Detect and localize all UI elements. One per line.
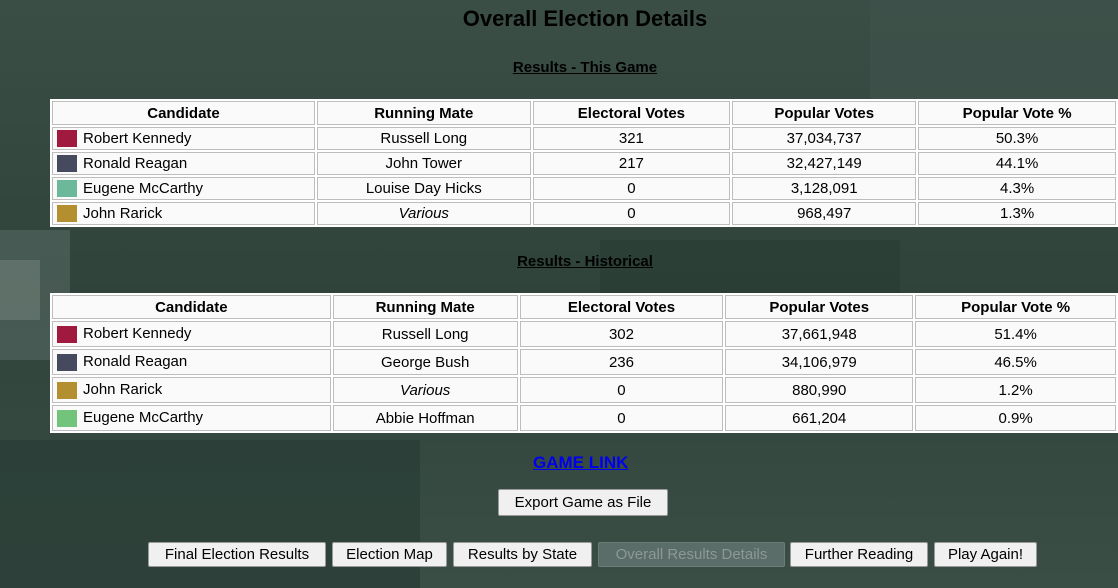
electoral-votes: 217 [532, 152, 731, 175]
running-mate: Abbie Hoffman [332, 405, 518, 431]
table-row: Ronald Reagan George Bush 236 34,106,979… [52, 349, 1116, 375]
running-mate: Various [332, 377, 518, 403]
popular-votes: 37,034,737 [732, 127, 917, 150]
election-map-button[interactable]: Election Map [332, 542, 447, 567]
popular-vote-pct: 50.3% [918, 127, 1116, 150]
candidate-name: John Rarick [83, 204, 163, 222]
popular-votes: 37,661,948 [725, 321, 914, 347]
table-row: Ronald Reagan John Tower 217 32,427,149 … [52, 152, 1116, 175]
table-row: Robert Kennedy Russell Long 302 37,661,9… [52, 321, 1116, 347]
table-row: Eugene McCarthy Abbie Hoffman 0 661,204 … [52, 405, 1116, 431]
col-popular-votes: Popular Votes [725, 295, 914, 319]
section-heading-this-game: Results - This Game [512, 59, 658, 76]
table-row: John Rarick Various 0 968,497 1.3% [52, 202, 1116, 225]
popular-vote-pct: 4.3% [918, 177, 1116, 200]
table-row: Eugene McCarthy Louise Day Hicks 0 3,128… [52, 177, 1116, 200]
candidate-color-swatch [57, 409, 77, 427]
running-mate: George Bush [332, 349, 518, 375]
popular-votes: 34,106,979 [725, 349, 914, 375]
electoral-votes: 302 [519, 321, 724, 347]
col-electoral-votes: Electoral Votes [519, 295, 724, 319]
candidate-color-swatch [57, 353, 77, 371]
electoral-votes: 0 [519, 377, 724, 403]
candidate-color-swatch [57, 205, 77, 223]
col-candidate: Candidate [52, 295, 331, 319]
candidate-name: John Rarick [83, 381, 163, 399]
final-election-results-button[interactable]: Final Election Results [148, 542, 326, 567]
page-title: Overall Election Details [462, 6, 708, 31]
table-row: John Rarick Various 0 880,990 1.2% [52, 377, 1116, 403]
electoral-votes: 0 [532, 202, 731, 225]
candidate-color-swatch [57, 155, 77, 173]
electoral-votes: 321 [532, 127, 731, 150]
running-mate: Various [317, 202, 531, 225]
section-heading-historical: Results - Historical [517, 253, 653, 270]
electoral-votes: 236 [519, 349, 724, 375]
col-running-mate: Running Mate [317, 101, 531, 125]
candidate-color-swatch [57, 180, 77, 198]
results-historical-table: Candidate Running Mate Electoral Votes P… [50, 293, 1118, 433]
further-reading-button[interactable]: Further Reading [790, 542, 928, 567]
popular-vote-pct: 46.5% [915, 349, 1116, 375]
popular-vote-pct: 1.3% [918, 202, 1116, 225]
candidate-name: Ronald Reagan [83, 353, 188, 371]
running-mate: Louise Day Hicks [317, 177, 531, 200]
col-popular-votes: Popular Votes [732, 101, 917, 125]
candidate-name: Eugene McCarthy [83, 179, 204, 197]
candidate-color-swatch [57, 381, 77, 399]
results-this-game-table: Candidate Running Mate Electoral Votes P… [50, 99, 1118, 227]
col-electoral-votes: Electoral Votes [532, 101, 731, 125]
table-row: Robert Kennedy Russell Long 321 37,034,7… [52, 127, 1116, 150]
candidate-name: Robert Kennedy [83, 129, 192, 147]
play-again-button[interactable]: Play Again! [934, 542, 1037, 567]
popular-vote-pct: 51.4% [915, 321, 1116, 347]
col-running-mate: Running Mate [332, 295, 518, 319]
electoral-votes: 0 [519, 405, 724, 431]
candidate-name: Ronald Reagan [83, 154, 188, 172]
popular-votes: 3,128,091 [732, 177, 917, 200]
overall-results-details-button: Overall Results Details [598, 542, 785, 567]
electoral-votes: 0 [532, 177, 731, 200]
popular-votes: 880,990 [725, 377, 914, 403]
results-by-state-button[interactable]: Results by State [453, 542, 592, 567]
running-mate: Russell Long [317, 127, 531, 150]
game-link[interactable]: GAME LINK [533, 453, 629, 472]
candidate-color-swatch [57, 130, 77, 148]
col-candidate: Candidate [52, 101, 315, 125]
popular-votes: 968,497 [732, 202, 917, 225]
popular-vote-pct: 0.9% [915, 405, 1116, 431]
candidate-name: Robert Kennedy [83, 325, 192, 343]
running-mate: Russell Long [332, 321, 518, 347]
col-popular-vote-pct: Popular Vote % [915, 295, 1116, 319]
popular-vote-pct: 1.2% [915, 377, 1116, 403]
popular-votes: 661,204 [725, 405, 914, 431]
popular-vote-pct: 44.1% [918, 152, 1116, 175]
col-popular-vote-pct: Popular Vote % [918, 101, 1116, 125]
running-mate: John Tower [317, 152, 531, 175]
popular-votes: 32,427,149 [732, 152, 917, 175]
candidate-name: Eugene McCarthy [83, 409, 204, 427]
export-game-button[interactable]: Export Game as File [498, 489, 668, 516]
candidate-color-swatch [57, 325, 77, 343]
